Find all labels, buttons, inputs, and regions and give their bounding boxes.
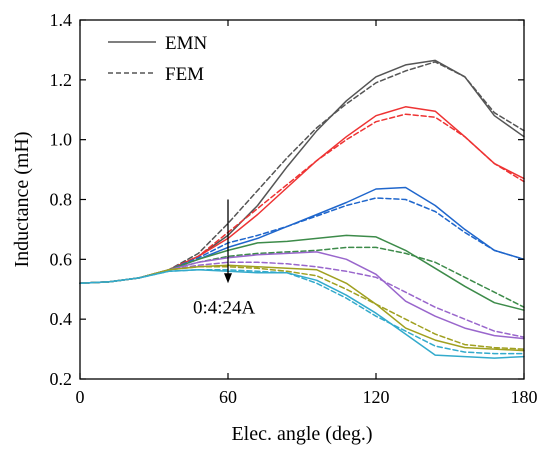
y-tick-label: 0.6: [50, 249, 73, 269]
y-tick-label: 1.4: [50, 10, 73, 30]
y-tick-label: 0.8: [50, 190, 73, 210]
x-tick-label: 180: [511, 387, 538, 407]
y-tick-label: 0.2: [50, 369, 73, 389]
legend: EMN FEM: [108, 33, 208, 85]
curves-layer: [79, 59, 525, 359]
arrowhead-icon: [224, 273, 232, 284]
series-line-12-solid-33aacc: [79, 269, 525, 359]
x-tick-label: 60: [219, 387, 237, 407]
ticks-layer: 0 60 120 180 0.2 0.4 0.6 0.8 1.0 1.2 1.4: [50, 10, 538, 407]
annotation: 0:4:24A: [193, 199, 256, 318]
y-tick-label: 0.4: [50, 309, 73, 329]
y-tick-label: 1.2: [50, 70, 73, 90]
annotation-label: 0:4:24A: [193, 297, 256, 318]
y-axis-title: Inductance (mH): [11, 131, 33, 267]
y-tick-label: 1.0: [50, 130, 73, 150]
legend-label-emn: EMN: [165, 33, 208, 54]
x-tick-label: 0: [76, 387, 85, 407]
x-axis-title: Elec. angle (deg.): [231, 423, 372, 445]
series-line-13-dashed-33aacc: [79, 269, 525, 355]
x-tick-label: 120: [363, 387, 390, 407]
series-line-11-dashed-a0a020: [79, 266, 525, 350]
legend-label-fem: FEM: [165, 64, 204, 85]
series-line-2-solid-ee3333: [79, 106, 525, 285]
series-line-3-dashed-ee3333: [79, 113, 525, 285]
